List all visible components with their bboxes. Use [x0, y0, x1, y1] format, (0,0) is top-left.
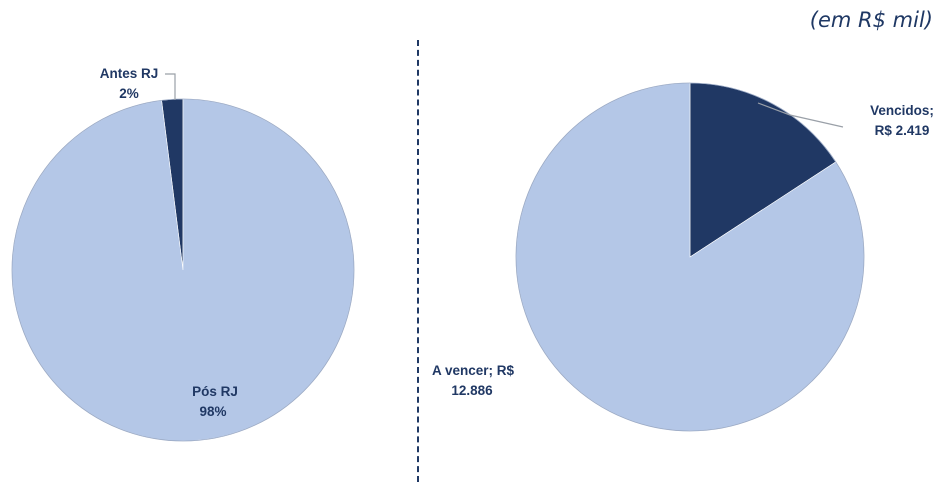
pie-chart-rj: Antes RJ 2% Pós RJ 98%: [11, 66, 355, 442]
slice-label: Vencidos;: [870, 103, 934, 118]
chart-divider: [417, 40, 419, 482]
leader-line: [757, 102, 844, 128]
pie-slice: [11, 98, 355, 442]
slice-label: A vencer; R$: [432, 363, 515, 378]
pie-outline: [11, 98, 355, 442]
slice-label: Pós RJ: [192, 384, 238, 399]
unit-label: (em R$ mil): [809, 8, 933, 32]
slice-value-label: 12.886: [451, 383, 493, 398]
pie-outline: [515, 82, 865, 432]
pie-chart-vencimento: Vencidos; R$ 2.419 A vencer; R$ 12.886: [432, 82, 934, 432]
slice-value-label: R$ 2.419: [875, 123, 930, 138]
slice-value-label: 98%: [199, 404, 226, 419]
slice-value-label: 2%: [119, 86, 139, 101]
slice-label: Antes RJ: [100, 66, 159, 81]
leader-line: [165, 73, 176, 100]
